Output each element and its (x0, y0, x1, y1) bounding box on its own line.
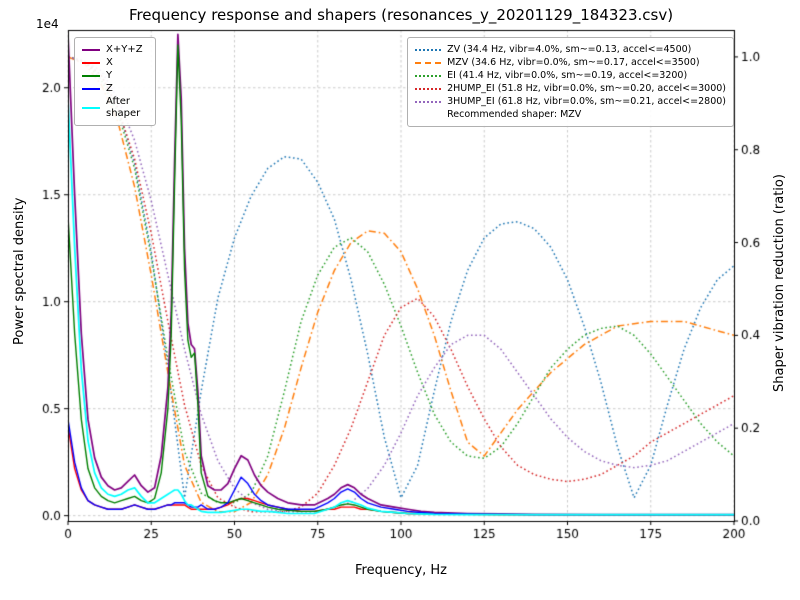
line-swatch-y (82, 74, 100, 77)
line-swatch-2hump-ei (415, 87, 442, 90)
legend-item: X+Y+Z (82, 44, 148, 55)
line-swatch-ei (415, 74, 442, 77)
line-swatch-mzv (415, 61, 442, 64)
legend-item: 2HUMP_EI (51.8 Hz, vibr=0.0%, sm~=0.20, … (415, 83, 726, 94)
psd-legend: X+Y+Z X Y Z After shaper (74, 37, 156, 126)
legend-label: 2HUMP_EI (51.8 Hz, vibr=0.0%, sm~=0.20, … (447, 83, 726, 94)
y-axis-label-left: Power spectral density (12, 197, 27, 345)
legend-label: EI (41.4 Hz, vibr=0.0%, sm~=0.19, accel<… (447, 70, 688, 81)
legend-label: X+Y+Z (106, 44, 143, 55)
legend-item: X (82, 57, 148, 68)
recommendation-text: Recommended shaper: MZV (447, 109, 582, 120)
legend-item: 3HUMP_EI (61.8 Hz, vibr=0.0%, sm~=0.21, … (415, 96, 726, 107)
y-axis-label-right: Shaper vibration reduction (ratio) (772, 174, 787, 392)
legend-item: Z (82, 83, 148, 94)
legend-label: After shaper (106, 96, 141, 119)
legend-label: X (106, 57, 113, 68)
legend-label: 3HUMP_EI (61.8 Hz, vibr=0.0%, sm~=0.21, … (447, 96, 726, 107)
legend-label: MZV (34.6 Hz, vibr=0.0%, sm~=0.17, accel… (447, 57, 700, 68)
legend-item: MZV (34.6 Hz, vibr=0.0%, sm~=0.17, accel… (415, 57, 726, 68)
legend-label: Z (106, 83, 113, 94)
x-axis-label: Frequency, Hz (354, 563, 448, 578)
line-swatch-zv (415, 48, 442, 51)
line-swatch-x (82, 61, 100, 64)
line-swatch-3hump-ei (415, 100, 442, 103)
chart-title: Frequency response and shapers (resonanc… (128, 6, 674, 24)
legend-item: EI (41.4 Hz, vibr=0.0%, sm~=0.19, accel<… (415, 70, 726, 81)
line-swatch-xyz (82, 48, 100, 51)
legend-item: Y (82, 70, 148, 81)
line-swatch-z (82, 87, 100, 90)
line-swatch-after-shaper (82, 106, 100, 109)
legend-item: Recommended shaper: MZV (415, 109, 726, 120)
y-axis-offset-text: 1e4 (36, 17, 59, 31)
legend-item: ZV (34.4 Hz, vibr=4.0%, sm~=0.13, accel<… (415, 44, 726, 55)
legend-label: Y (106, 70, 113, 81)
legend-item: After shaper (82, 96, 148, 119)
legend-label: ZV (34.4 Hz, vibr=4.0%, sm~=0.13, accel<… (447, 44, 692, 55)
shaper-legend: ZV (34.4 Hz, vibr=4.0%, sm~=0.13, accel<… (407, 37, 734, 127)
